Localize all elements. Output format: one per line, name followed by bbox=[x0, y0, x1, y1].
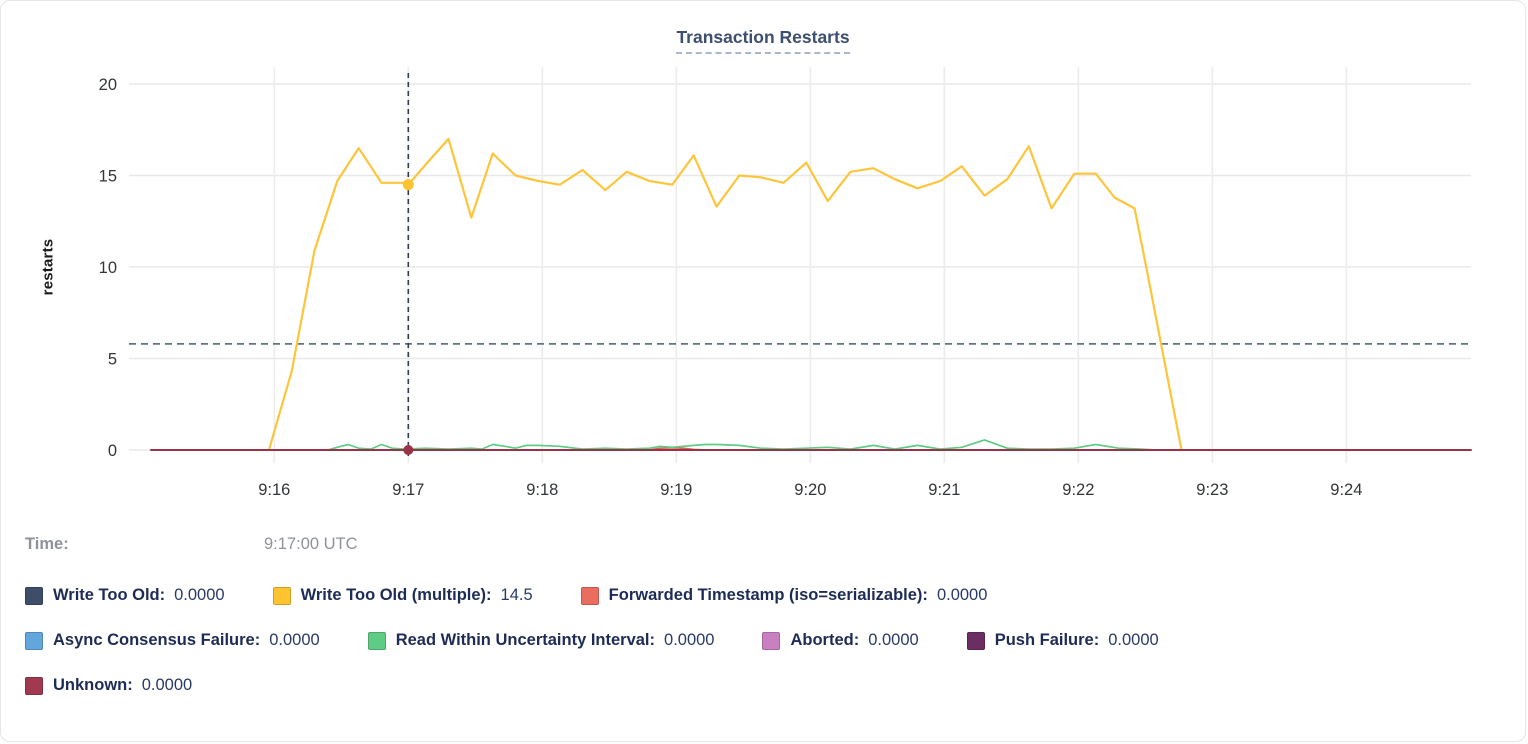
legend-value: 14.5 bbox=[500, 586, 533, 604]
legend-label: Read Within Uncertainty Interval: bbox=[395, 631, 656, 649]
x-tick-label: 9:17 bbox=[392, 481, 424, 499]
chart-title[interactable]: Transaction Restarts bbox=[676, 27, 850, 54]
legend-value: 0.0000 bbox=[141, 676, 193, 694]
hover-marker-unknown bbox=[403, 445, 414, 455]
hover-time-value: 9:17:00 UTC bbox=[264, 535, 358, 553]
x-tick-label: 9:22 bbox=[1062, 481, 1094, 499]
legend-swatch bbox=[966, 631, 985, 650]
legend-item: Async Consensus Failure: 0.0000 bbox=[25, 631, 320, 650]
legend-item: Forwarded Timestamp (iso=serializable): 0… bbox=[580, 586, 988, 605]
legend-item: Read Within Uncertainty Interval: 0.0000 bbox=[367, 631, 715, 650]
legend-swatch bbox=[272, 586, 291, 605]
hover-marker-write-too-old-multiple- bbox=[402, 179, 414, 191]
x-tick-label: 9:23 bbox=[1196, 481, 1228, 499]
legend-label: Unknown: bbox=[53, 676, 133, 694]
legend-swatch bbox=[25, 631, 43, 650]
x-tick-label: 9:20 bbox=[794, 481, 826, 499]
y-tick-label: 20 bbox=[99, 76, 117, 94]
legend-item: Write Too Old: 0.0000 bbox=[25, 586, 225, 605]
legend-row: Unknown: 0.0000 bbox=[25, 676, 1505, 695]
legend-value: 0.0000 bbox=[868, 631, 919, 649]
legend-label: Aborted: bbox=[790, 631, 860, 649]
x-tick-label: 9:16 bbox=[258, 481, 290, 499]
legend-value: 0.0000 bbox=[664, 631, 715, 649]
hover-time-label: Time: bbox=[25, 535, 69, 553]
y-axis-label: restarts bbox=[39, 238, 57, 296]
legend-value: 0.0000 bbox=[1108, 631, 1159, 649]
hover-time-row: Time: 9:17:00 UTC bbox=[25, 535, 1505, 554]
legend-item: Push Failure: 0.0000 bbox=[966, 631, 1159, 650]
legend-item: Write Too Old (multiple): 14.5 bbox=[272, 586, 533, 605]
legend-swatch bbox=[25, 676, 43, 695]
legend: Write Too Old: 0.0000 Write Too Old (multi… bbox=[25, 586, 1505, 695]
x-tick-label: 9:18 bbox=[526, 481, 558, 499]
legend-item: Unknown: 0.0000 bbox=[25, 676, 192, 695]
chart-title-wrap: Transaction Restarts bbox=[1, 27, 1525, 54]
legend-label: Async Consensus Failure: bbox=[53, 631, 261, 649]
series-line-read-within-uncertainty-interval bbox=[327, 439, 1157, 451]
y-tick-label: 10 bbox=[99, 259, 117, 277]
y-tick-label: 0 bbox=[108, 442, 117, 460]
legend-label: Forwarded Timestamp (iso=serializable): bbox=[608, 586, 928, 604]
legend-value: 0.0000 bbox=[174, 586, 225, 604]
legend-swatch bbox=[580, 586, 599, 605]
y-tick-label: 15 bbox=[99, 168, 117, 186]
legend-swatch bbox=[25, 586, 43, 605]
chart-svg[interactable]: 0 5 10 15 20 9:16 9:17 9:18 9:19 9:20 9:21 9:22 9:23… bbox=[1, 1, 1526, 521]
legend-value: 0.0000 bbox=[936, 586, 988, 604]
x-tick-label: 9:19 bbox=[660, 481, 692, 499]
x-tick-label: 9:24 bbox=[1330, 481, 1362, 499]
legend-label: Write Too Old (multiple): bbox=[300, 586, 492, 604]
legend-swatch bbox=[367, 631, 386, 650]
legend-label: Push Failure: bbox=[994, 631, 1100, 649]
legend-row: Async Consensus Failure: 0.0000 Read Withi… bbox=[25, 631, 1505, 650]
y-tick-label: 5 bbox=[108, 351, 117, 369]
legend-row: Write Too Old: 0.0000 Write Too Old (multi… bbox=[25, 586, 1505, 605]
x-tick-label: 9:21 bbox=[928, 481, 960, 499]
legend-swatch bbox=[762, 631, 781, 650]
legend-value: 0.0000 bbox=[269, 631, 320, 649]
legend-item: Aborted: 0.0000 bbox=[762, 631, 919, 650]
legend-label: Write Too Old: bbox=[53, 586, 166, 604]
